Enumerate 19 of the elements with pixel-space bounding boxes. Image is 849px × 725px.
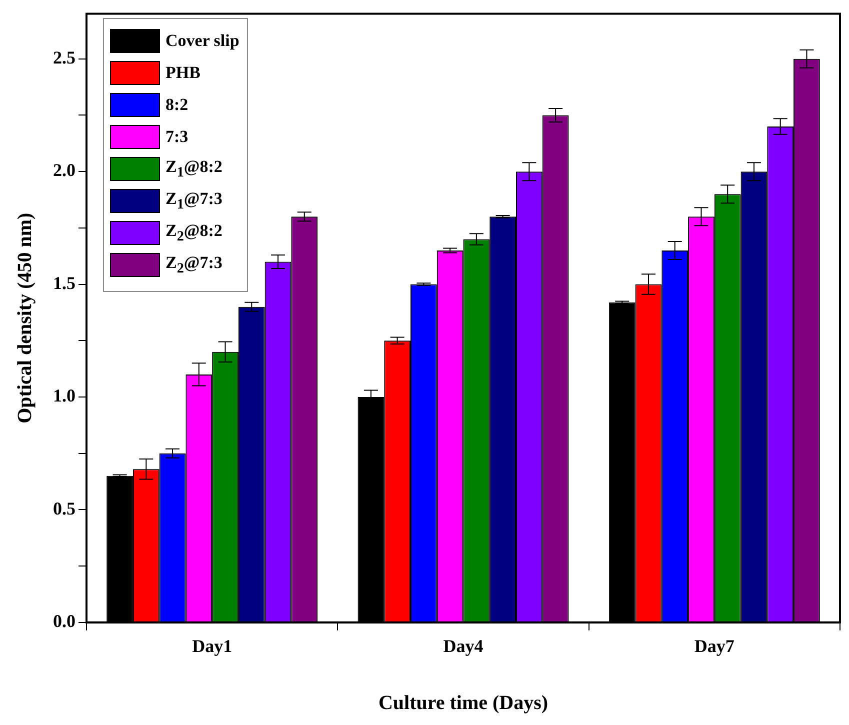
y-tick-label: 1.0 [53,386,76,406]
legend-label: 8:2 [166,94,188,115]
x-axis-title: Culture time (Days) [378,692,548,714]
y-tick-label: 2.0 [53,160,76,180]
x-tick-label: Day1 [192,636,232,656]
legend-label: Z$_{2}$@8:2 [166,220,222,245]
y-tick-label: 1.5 [53,272,76,293]
legend-label: Z$_{1}$@8:2 [166,156,222,181]
legend-label: PHB [166,62,200,83]
legend-label: 7:3 [166,126,188,147]
x-tick-label: Day4 [443,636,484,656]
legend-label: Z$_{1}$@7:3 [166,188,222,213]
y-tick-label: 2.5 [53,48,76,68]
legend-label: Z$_{2}$@7:3 [166,252,222,277]
x-tick-label: Day7 [694,636,734,656]
legend-label: Cover slip [166,30,240,51]
y-tick-label: 0.0 [53,611,76,632]
y-tick-label: 0.5 [53,498,76,518]
y-axis-title: Optical density (450 nm) [14,212,36,424]
